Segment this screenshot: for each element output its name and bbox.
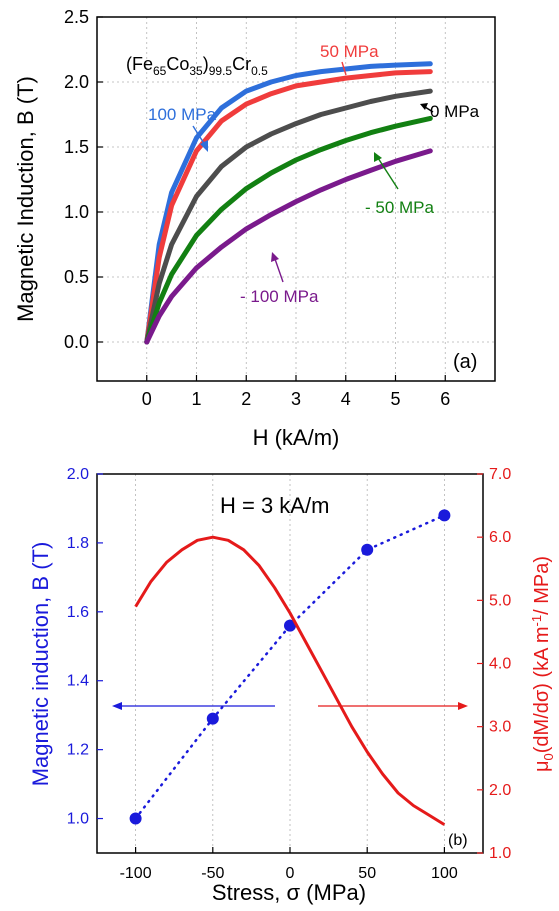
arrow-minus50mpa xyxy=(374,152,399,190)
panel-b-series xyxy=(129,509,451,826)
panel-b-ylabel-left: Magnetic induction, B (T) xyxy=(28,542,53,787)
label-minus50mpa: - 50 MPa xyxy=(365,198,435,217)
panel-b-ylabel-right: μ0(dM/dσ) (kA m-1/ MPa) xyxy=(529,556,556,772)
panel-b-ytick-right-label: 2.0 xyxy=(489,782,511,799)
panel-a-ylabel: Magnetic Induction, B (T) xyxy=(13,76,38,322)
induction-point xyxy=(206,712,219,725)
panel-a-xlabel: H (kA/m) xyxy=(253,425,340,450)
panel-b-ytick-right-label: 4.0 xyxy=(489,656,511,673)
dm-dsigma-line xyxy=(134,535,446,826)
panel-a-xtick-label: 2 xyxy=(241,389,251,409)
induction-point xyxy=(438,509,451,522)
series-line-50-mpa xyxy=(144,115,433,345)
panel-b-ytick-left-label: 1.0 xyxy=(67,811,89,828)
arrow-100mpa xyxy=(192,125,208,152)
panel-a-label: (a) xyxy=(453,351,477,373)
panel-b-xtick-label: -100 xyxy=(120,865,152,882)
panel-b-ytick-right-label: 3.0 xyxy=(489,719,511,736)
panel-b-xlabel: Stress, σ (MPa) xyxy=(212,880,366,905)
panel-b-ytick-right-label: 6.0 xyxy=(489,529,511,546)
panel-b-ytick-right-label: 1.0 xyxy=(489,845,511,862)
panel-b-xtick-label: 100 xyxy=(431,865,458,882)
panel-b: -100 -50 0 50 100 1.0 1.2 1.4 1.6 1.8 2.0 1.0 2.0 3.0… xyxy=(28,466,556,905)
composition-title: (Fe65Co35)99.5Cr0.5 xyxy=(126,54,268,78)
panel-b-ytick-right-label: 5.0 xyxy=(489,592,511,609)
panel-a: 0 1 2 3 4 5 6 0.0 0.5 1.0 1.5 2.0 2.5 100 MPa 50 MPa… xyxy=(13,7,496,450)
panel-a-ytick-label: 0.5 xyxy=(64,267,89,287)
arrow-minus100mpa xyxy=(271,252,284,283)
panel-b-grid xyxy=(135,474,445,853)
panel-b-ytick-left-label: 1.2 xyxy=(67,742,89,759)
arrow-0mpa xyxy=(420,103,434,113)
panel-b-ytick-left-label: 1.4 xyxy=(67,673,89,690)
panel-b-ticks: -100 -50 0 50 100 1.0 1.2 1.4 1.6 1.8 2.0 1.0 2.0 3.0… xyxy=(67,466,512,882)
label-100mpa: 100 MPa xyxy=(148,105,217,124)
series-line-100-mpa xyxy=(144,148,433,345)
panel-a-ytick-label: 2.5 xyxy=(64,7,89,27)
series-line-50-mpa xyxy=(144,69,433,345)
panel-a-xtick-label: 6 xyxy=(440,389,450,409)
panel-b-ytick-right-label: 7.0 xyxy=(489,466,511,483)
panel-b-xtick-label: 50 xyxy=(358,865,376,882)
panel-b-ytick-left-label: 1.6 xyxy=(67,604,89,621)
label-0mpa: 0 MPa xyxy=(430,102,480,121)
label-50mpa: 50 MPa xyxy=(320,42,379,61)
panel-a-ytick-label: 2.0 xyxy=(64,72,89,92)
panel-b-label: (b) xyxy=(448,832,468,849)
panel-a-ytick-label: 0.0 xyxy=(64,332,89,352)
panel-a-xtick-label: 1 xyxy=(191,389,201,409)
series-line-0-mpa xyxy=(144,88,433,345)
panel-a-series xyxy=(144,61,433,345)
panel-b-ytick-left-label: 2.0 xyxy=(67,466,89,483)
panel-b-ytick-left-label: 1.8 xyxy=(67,535,89,552)
panel-a-xtick-label: 4 xyxy=(341,389,351,409)
series-line-100-mpa xyxy=(144,61,433,345)
right-axis-arrow xyxy=(318,702,468,710)
panel-a-ytick-label: 1.0 xyxy=(64,202,89,222)
label-minus100mpa: - 100 MPa xyxy=(240,287,319,306)
left-axis-arrow xyxy=(112,702,275,710)
arrow-50mpa xyxy=(341,61,347,76)
panel-a-xtick-label: 5 xyxy=(390,389,400,409)
panel-b-xtick-label: -50 xyxy=(201,865,224,882)
panel-b-title: H = 3 kA/m xyxy=(220,493,329,518)
induction-point xyxy=(129,812,142,825)
panel-a-xtick-label: 0 xyxy=(142,389,152,409)
induction-point xyxy=(284,619,296,632)
panel-a-ytick-label: 1.5 xyxy=(64,137,89,157)
panel-a-xtick-label: 3 xyxy=(291,389,301,409)
panel-a-ticks: 0 1 2 3 4 5 6 0.0 0.5 1.0 1.5 2.0 2.5 xyxy=(64,7,450,409)
panel-b-xtick-label: 0 xyxy=(286,865,295,882)
induction-point xyxy=(361,543,374,556)
